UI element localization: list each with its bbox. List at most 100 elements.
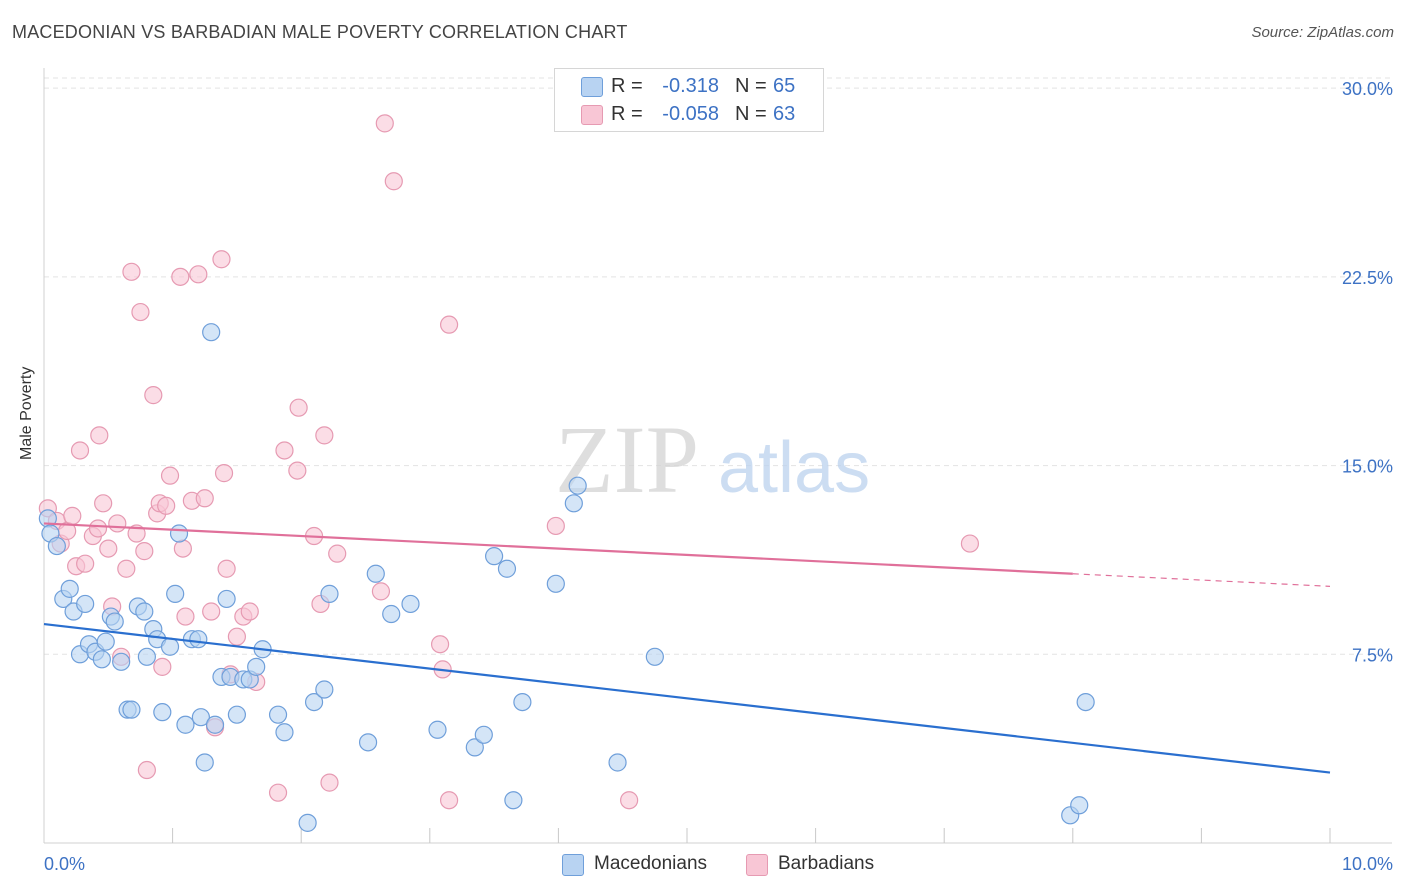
barbadians-point xyxy=(189,265,208,284)
series-legend: Macedonians Barbadians xyxy=(0,850,1406,880)
zipatlas-watermark: ZIP atlas xyxy=(555,406,870,513)
r-value: -0.318 xyxy=(662,75,719,97)
macedonians-point xyxy=(504,791,523,810)
r-value: -0.058 xyxy=(662,103,719,125)
macedonians-point xyxy=(160,637,180,656)
macedonians-point xyxy=(176,715,195,734)
macedonians-point xyxy=(428,720,447,739)
macedonians-point xyxy=(366,564,385,583)
barbadians-point xyxy=(137,760,156,780)
barbadians-point xyxy=(171,267,190,286)
macedonians-point xyxy=(137,647,156,666)
macedonians-point xyxy=(497,559,517,578)
macedonians-point xyxy=(268,705,288,724)
macedonians-point xyxy=(60,579,79,598)
barbadians-swatch xyxy=(581,105,603,125)
barbadians-point xyxy=(94,494,113,513)
barbadians-point xyxy=(88,519,108,538)
macedonians-point xyxy=(169,524,189,543)
barbadians-point xyxy=(289,398,308,417)
macedonians-point xyxy=(275,723,294,742)
barbadians-point xyxy=(546,516,565,536)
y-axis-title: Male Poverty xyxy=(18,366,35,460)
barbadians-point xyxy=(131,302,150,322)
macedonians-point xyxy=(217,589,236,609)
barbadians-point xyxy=(315,426,334,445)
barbadians-point xyxy=(202,602,221,621)
macedonians-point xyxy=(513,692,532,712)
barbadians-point xyxy=(176,607,195,626)
macedonians-point xyxy=(465,738,484,757)
y-tick-label: 22.5% xyxy=(1342,268,1393,288)
macedonians-point xyxy=(47,536,66,556)
macedonians-point xyxy=(92,650,111,669)
macedonians-point xyxy=(320,584,339,603)
barbadians-point xyxy=(70,441,90,460)
macedonians-point xyxy=(247,657,266,676)
barbadians-point xyxy=(99,539,118,558)
legend-label: Barbadians xyxy=(778,853,875,874)
barbadians-point xyxy=(430,635,450,654)
barbadians-point xyxy=(157,496,176,515)
y-tick-label: 30.0% xyxy=(1342,79,1393,99)
macedonians-point xyxy=(227,705,246,724)
macedonians-point xyxy=(485,547,504,566)
correlation-legend: R = -0.318 N = 65 R = -0.058 N = 63 xyxy=(554,68,824,132)
macedonians-point xyxy=(1076,692,1095,712)
macedonians-swatch xyxy=(581,77,603,97)
barbadians-point xyxy=(384,172,403,191)
macedonians-point xyxy=(382,604,401,624)
r-label: R = xyxy=(611,75,643,97)
axes xyxy=(43,68,1392,844)
barbadians-point xyxy=(212,250,231,269)
n-label: N = xyxy=(735,103,767,125)
n-value: 65 xyxy=(773,75,796,97)
barbadians-point xyxy=(160,466,180,485)
macedonians-point xyxy=(105,612,124,631)
source-credit: Source: ZipAtlas.com xyxy=(1251,24,1394,41)
macedonians-point xyxy=(1070,796,1089,815)
barbadians-point xyxy=(122,262,141,281)
barbadians-legend-swatch xyxy=(746,854,768,876)
macedonians-point xyxy=(645,647,664,666)
barbadians-point xyxy=(375,114,394,133)
barbadians-point xyxy=(960,534,980,553)
barbadians-point xyxy=(214,464,234,483)
macedonians-point xyxy=(76,594,95,614)
barbadians-point xyxy=(320,773,339,792)
barbadians-point xyxy=(227,627,246,646)
macedonians-point xyxy=(166,584,185,603)
barbadians-point xyxy=(135,542,154,561)
chart-title: MACEDONIAN VS BARBADIAN MALE POVERTY COR… xyxy=(12,22,628,42)
barbadians-point xyxy=(108,514,127,533)
barbadians-point xyxy=(153,657,172,676)
tick-labels: 7.5% 15.0% 22.5% 30.0% 0.0% 10.0% xyxy=(44,79,1393,874)
barbadians-point xyxy=(76,554,95,573)
macedonians-point xyxy=(135,602,154,621)
macedonians-point xyxy=(202,323,221,342)
macedonians-point xyxy=(564,494,583,513)
macedonians-point xyxy=(96,632,115,651)
y-tick-label: 15.0% xyxy=(1342,457,1393,477)
macedonians-points xyxy=(38,323,1095,832)
watermark-zip: ZIP xyxy=(555,406,699,513)
barbadians-point xyxy=(328,544,347,563)
barbadians-point xyxy=(195,489,214,508)
watermark-atlas: atlas xyxy=(718,428,870,508)
macedonians-trend-line xyxy=(43,622,1331,774)
macedonians-point xyxy=(112,652,131,671)
macedonians-point xyxy=(401,594,420,614)
barbadians-point xyxy=(117,559,136,578)
r-label: R = xyxy=(611,103,643,125)
x-tick-label: 10.0% xyxy=(1342,854,1393,874)
y-tick-label: 7.5% xyxy=(1352,645,1393,665)
macedonians-point xyxy=(189,630,208,649)
macedonians-point xyxy=(568,476,587,495)
barbadians-point xyxy=(217,559,236,578)
n-value: 63 xyxy=(773,103,796,125)
barbadians-point xyxy=(288,461,307,480)
macedonians-point xyxy=(195,753,214,772)
macedonians-point xyxy=(546,574,565,593)
macedonians-legend-swatch xyxy=(562,854,584,876)
